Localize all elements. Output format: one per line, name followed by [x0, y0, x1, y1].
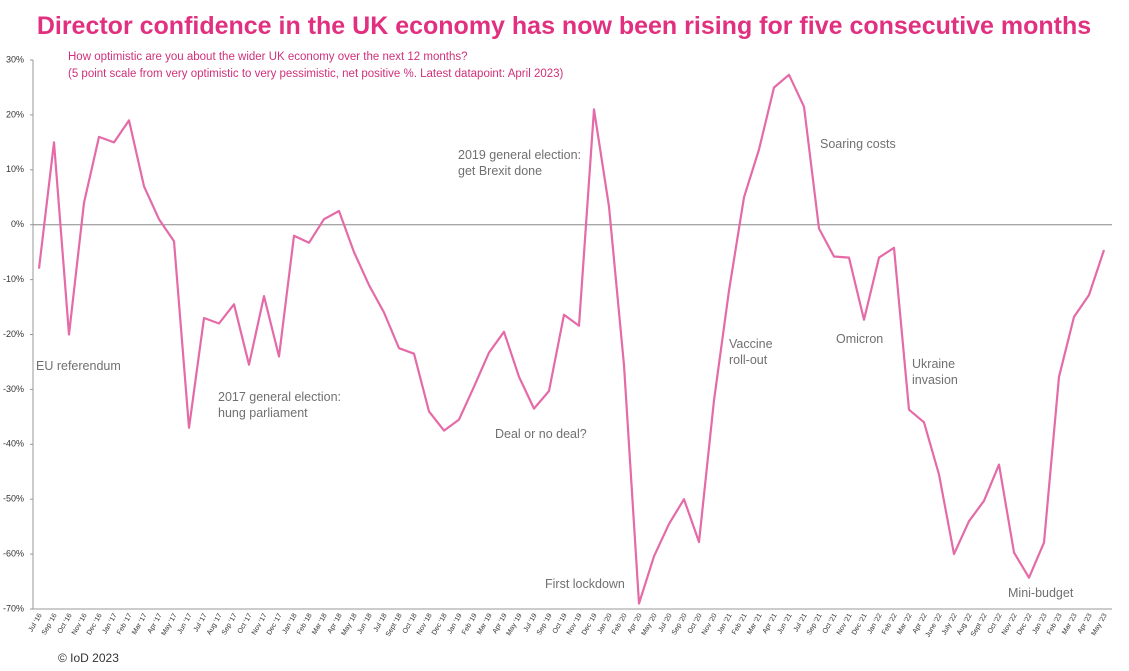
source: © IoD 2023 [58, 651, 119, 665]
y-tick-label: -40% [3, 439, 24, 449]
subtitle: How optimistic are you about the wider U… [68, 51, 468, 63]
annotation: 2017 general election: [218, 390, 341, 404]
y-tick-label: 30% [6, 54, 24, 64]
data-line [37, 73, 1106, 605]
y-tick-label: -30% [3, 384, 24, 394]
y-tick-label: 10% [6, 164, 24, 174]
y-tick-label: -70% [3, 603, 24, 613]
y-tick-label: 0% [11, 219, 24, 229]
annotation: 2019 general election: [458, 148, 581, 162]
x-tick-label: Mar '22 [896, 612, 914, 636]
annotation: get Brexit done [458, 164, 542, 178]
y-tick-label: 20% [6, 109, 24, 119]
annotation: Ukraine [912, 357, 955, 371]
y-tick-label: -20% [3, 329, 24, 339]
annotation: Mini-budget [1008, 586, 1074, 600]
subtitle: (5 point scale from very optimistic to v… [68, 68, 564, 80]
x-tick-label: Mar '18 [311, 612, 329, 636]
x-tick-label: Mar '17 [131, 612, 149, 636]
annotation: hung parliament [218, 406, 308, 420]
x-tick-label: Jun '17 [176, 612, 193, 635]
annotation: EU referendum [36, 359, 121, 373]
y-tick-label: -10% [3, 274, 24, 284]
x-tick-label: Mar '21 [746, 612, 764, 636]
annotation: roll-out [729, 353, 768, 367]
x-tick-label: Jun '18 [356, 612, 373, 635]
y-tick-label: -50% [3, 494, 24, 504]
chart-title: Director confidence in the UK economy ha… [37, 12, 1091, 40]
y-tick-label: -60% [3, 548, 24, 558]
annotation: Vaccine [729, 337, 773, 351]
annotation: Omicron [836, 332, 883, 346]
x-tick-label: Mar '23 [1061, 612, 1079, 636]
annotation: invasion [912, 373, 958, 387]
annotation: First lockdown [545, 577, 625, 591]
annotation: Deal or no deal? [495, 427, 587, 441]
annotation: Soaring costs [820, 137, 896, 151]
x-tick-label: Jun '21 [776, 612, 793, 635]
x-tick-label: Mar '19 [476, 612, 494, 636]
x-tick-label: Feb '20 [611, 612, 629, 636]
